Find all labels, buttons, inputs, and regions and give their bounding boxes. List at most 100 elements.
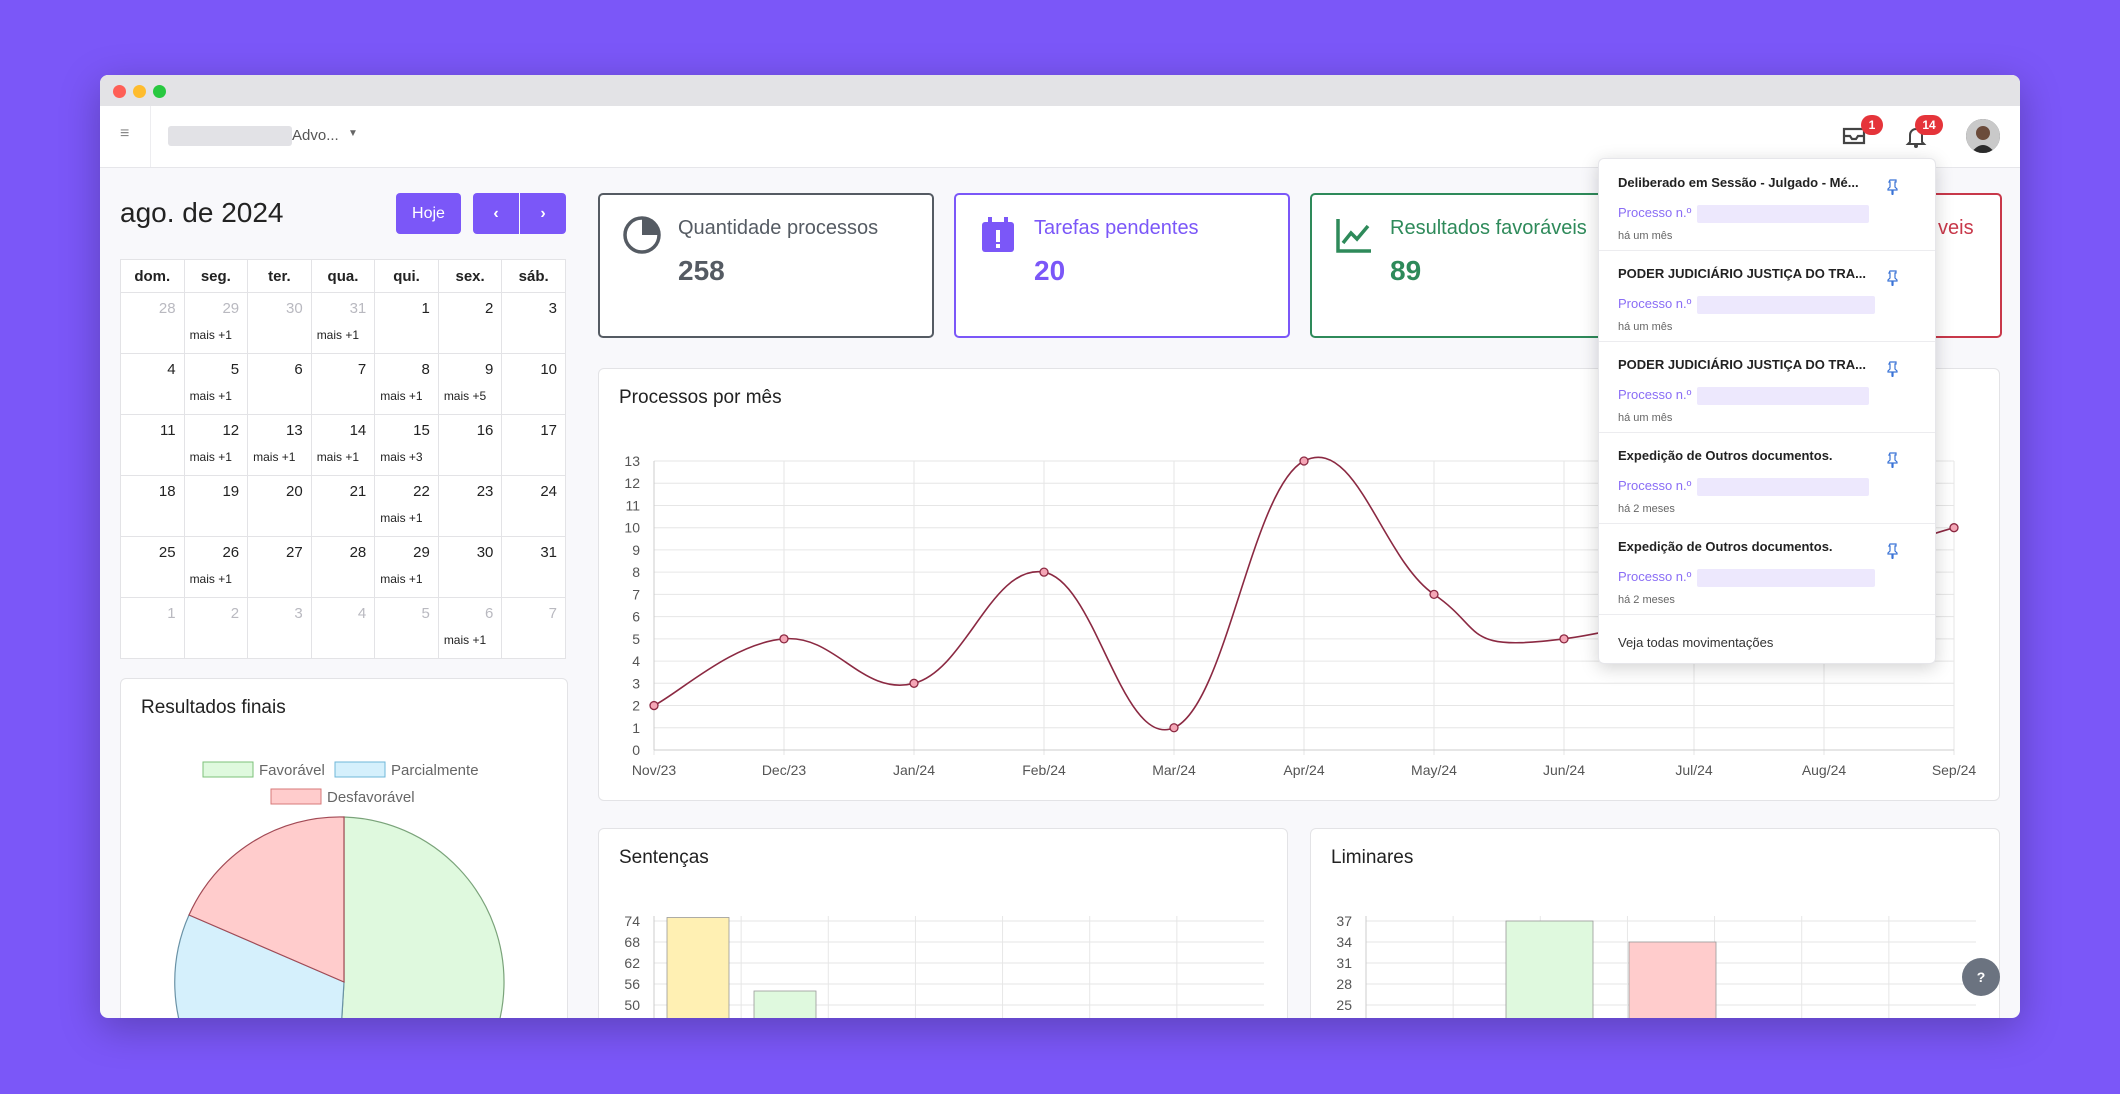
pin-icon[interactable] [1886,543,1900,559]
more-events-link[interactable]: mais +1 [380,572,423,586]
calendar-day[interactable]: 5 [374,597,439,659]
help-button[interactable]: ? [1962,958,2000,996]
calendar-day[interactable]: 28 [120,292,185,354]
calendar-day[interactable]: 6 mais +1 [437,597,503,659]
bar[interactable] [1628,941,1717,1018]
data-point[interactable] [1429,589,1439,600]
next-month-button[interactable]: › [520,193,566,234]
calendar-day[interactable]: 1 [374,292,439,354]
calendar-day[interactable]: 4 [120,353,185,415]
calendar-day[interactable]: 2 [183,597,249,659]
calendar-week: 11 12 mais +1 13 mais +1 14 mais +1 15 mais +3 16… [120,414,566,476]
calendar-day[interactable]: 2 [437,292,503,354]
pie-slice-parcialmente[interactable] [174,914,345,1018]
calendar-day[interactable]: 1 [120,597,185,659]
calendar-day[interactable]: 24 [501,475,566,537]
more-events-link[interactable]: mais +1 [189,450,232,464]
more-events-link[interactable]: mais +1 [380,389,423,403]
calendar-day[interactable]: 13 mais +1 [247,414,312,476]
calendar-day[interactable]: 7 [501,597,566,659]
calendar-day[interactable]: 10 [501,353,566,415]
calendar-day[interactable]: 30 [437,536,503,598]
more-events-link[interactable]: mais +1 [316,328,360,342]
bar[interactable] [753,990,817,1018]
notification-item[interactable]: Expedição de Outros documentos. Processo… [1599,432,1935,524]
calendar-day[interactable]: 15 mais +3 [374,414,439,476]
y-tick-label: 1 [632,720,640,736]
bar[interactable] [1505,920,1594,1018]
notification-item[interactable]: PODER JUDICIÁRIO JUSTIÇA DO TRA... Proce… [1599,341,1935,433]
calendar-day[interactable]: 6 [247,353,312,415]
calendar-day[interactable]: 21 [310,475,376,537]
more-events-link[interactable]: mais +1 [380,511,423,525]
more-events-link[interactable]: mais +3 [380,450,423,464]
calendar-day[interactable]: 29 mais +1 [183,292,249,354]
data-point[interactable] [1949,523,1959,533]
data-point[interactable] [909,678,919,688]
calendar-day[interactable]: 3 [501,292,566,354]
calendar-day[interactable]: 16 [437,414,503,476]
calendar-day[interactable]: 27 [247,536,312,598]
notifications-button[interactable]: 14 [1901,115,1943,151]
more-events-link[interactable]: mais +5 [443,389,487,403]
calendar-day[interactable]: 19 [183,475,249,537]
pin-icon[interactable] [1886,361,1900,377]
calendar-day[interactable]: 31 [501,536,566,598]
calendar-day[interactable]: 26 mais +1 [183,536,249,598]
calendar-day[interactable]: 14 mais +1 [310,414,376,476]
maximize-window-button[interactable] [153,85,166,98]
close-window-button[interactable] [113,85,126,98]
pin-icon[interactable] [1886,179,1900,195]
pie-slice-favoravel[interactable] [334,816,505,1018]
calendar-day[interactable]: 22 mais +1 [374,475,439,537]
calendar-day[interactable]: 23 [437,475,503,537]
today-button[interactable]: Hoje [396,193,461,234]
more-events-link[interactable]: mais +1 [189,389,232,403]
calendar-day[interactable]: 7 [310,353,376,415]
calendar-day[interactable]: 5 mais +1 [183,353,249,415]
calendar-day[interactable]: 29 mais +1 [374,536,439,598]
calendar-day[interactable]: 31 mais +1 [310,292,376,354]
calendar-day[interactable]: 18 [120,475,185,537]
bar[interactable] [666,917,730,1019]
minimize-window-button[interactable] [133,85,146,98]
data-point[interactable] [1559,634,1569,644]
pin-icon[interactable] [1886,270,1900,286]
notification-item[interactable]: Expedição de Outros documentos. Processo… [1599,523,1935,615]
stat-card-processos[interactable]: Quantidade processos 258 [598,193,934,338]
notification-item[interactable]: PODER JUDICIÁRIO JUSTIÇA DO TRA... Proce… [1599,250,1935,342]
calendar-day[interactable]: 30 [247,292,312,354]
calendar-day[interactable]: 28 [310,536,376,598]
calendar-day[interactable]: 20 [247,475,312,537]
data-point[interactable] [649,700,659,711]
data-point[interactable] [779,634,789,644]
more-events-link[interactable]: mais +1 [253,450,296,464]
user-avatar[interactable] [1966,119,2000,153]
data-point[interactable] [1299,456,1309,466]
more-events-link[interactable]: mais +1 [443,633,487,647]
more-events-link[interactable]: mais +1 [189,328,232,342]
chevron-down-icon[interactable]: ▼ [348,128,358,139]
calendar-day[interactable]: 4 [310,597,376,659]
calendar-day[interactable]: 9 mais +5 [437,353,503,415]
prev-month-button[interactable]: ‹ [473,193,519,234]
more-events-link[interactable]: mais +1 [316,450,360,464]
see-all-link[interactable]: Veja todas movimentações [1618,635,1774,650]
notification-item[interactable]: Deliberado em Sessão - Julgado - Mé... P… [1599,159,1935,251]
calendar-day[interactable]: 11 [120,414,185,476]
pin-icon[interactable] [1886,452,1900,468]
menu-icon[interactable]: ≡ [120,125,130,142]
calendar-day[interactable]: 17 [501,414,566,476]
calendar-day[interactable]: 25 [120,536,185,598]
calendar-day[interactable]: 8 mais +1 [374,353,439,415]
stat-card-favoraveis[interactable]: Resultados favoráveis 89 [1310,193,1646,338]
calendar-day[interactable]: 3 [247,597,312,659]
stat-card-tarefas[interactable]: Tarefas pendentes 20 [954,193,1290,338]
org-name[interactable]: Advo... [292,127,339,144]
data-point[interactable] [1169,723,1179,733]
pie-slice-desfavoravel[interactable] [188,816,345,983]
more-events-link[interactable]: mais +1 [189,572,232,586]
data-point[interactable] [1039,567,1049,577]
inbox-button[interactable]: 1 [1839,115,1883,151]
calendar-day[interactable]: 12 mais +1 [183,414,249,476]
